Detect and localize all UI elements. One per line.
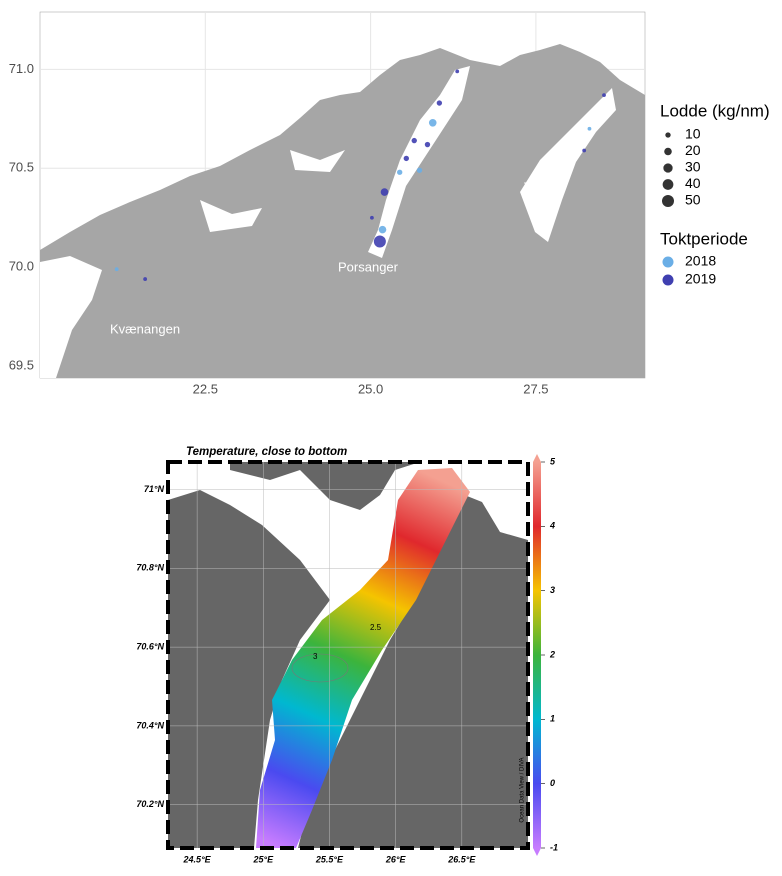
fjord [520, 88, 616, 242]
y-tick-label: 70.5 [9, 160, 34, 175]
y-tick-label: 69.5 [9, 358, 34, 373]
catch-point [397, 169, 403, 175]
legend-title: Toktperiode [660, 229, 748, 248]
catch-point [602, 93, 606, 97]
fjord [200, 200, 262, 232]
size-swatch [662, 195, 674, 207]
x-tick-label: 22.5 [193, 381, 218, 396]
place-label: Tana [524, 179, 553, 194]
size-swatch [664, 147, 672, 156]
catch-point [378, 225, 387, 234]
credit: Ocean Data View / DIVA [520, 757, 526, 822]
catch-point [428, 118, 437, 127]
x-tick-label: 25.5°E [315, 854, 344, 864]
size-swatch [663, 163, 673, 173]
map-title: Temperature, close to bottom [186, 446, 347, 458]
land [168, 490, 330, 848]
legend-label: 2019 [685, 271, 716, 287]
legend-label: 50 [685, 192, 701, 208]
catch-point [411, 137, 417, 144]
colorbar-label: 0 [550, 778, 555, 788]
land [298, 490, 528, 848]
y-tick-label: 70.0 [9, 259, 34, 274]
catch-point [403, 155, 409, 162]
temperature-field [256, 468, 470, 848]
catch-point [143, 277, 148, 281]
place-label: Kvænangen [110, 321, 180, 336]
x-tick-label: 25.0 [358, 381, 383, 396]
fjord [368, 66, 470, 258]
place-label: Porsanger [338, 259, 399, 274]
x-tick-label: 26.5°E [447, 854, 476, 864]
y-tick-label: 70.8°N [136, 563, 164, 573]
catch-point [436, 100, 443, 106]
colorbar-label: 3 [550, 585, 555, 595]
colorbar-label: 1 [550, 714, 555, 724]
catch-point [416, 167, 423, 173]
y-tick-label: 70.4°N [136, 720, 164, 730]
size-swatch [662, 179, 674, 190]
x-tick-label: 26°E [385, 854, 407, 864]
legend-label: 10 [685, 126, 701, 142]
frame [166, 460, 530, 850]
x-tick-label: 24.5°E [183, 854, 212, 864]
legend-label: 2018 [685, 253, 716, 269]
catch-point [455, 69, 460, 74]
catch-point [587, 126, 592, 131]
legend-label: 40 [685, 175, 701, 191]
y-tick-label: 70.6°N [136, 641, 164, 651]
x-tick-label: 25°E [252, 854, 274, 864]
colorbar-label: 5 [550, 456, 556, 466]
fjord [40, 256, 102, 378]
legend-swatch [662, 274, 674, 286]
catch-point [370, 215, 374, 220]
x-tick-label: 27.5 [523, 381, 548, 396]
catch-point [114, 267, 119, 272]
y-tick-label: 70.2°N [136, 799, 164, 809]
legend-title: Lodde (kg/nm) [660, 101, 770, 120]
catch-point [424, 141, 431, 148]
colorbar-label: 2 [549, 649, 555, 659]
colorbar-label: 4 [549, 521, 555, 531]
land [40, 44, 645, 378]
colorbar-arrow [533, 848, 541, 856]
catch-point [373, 235, 386, 248]
colorbar [533, 462, 541, 848]
y-tick-label: 71°N [144, 484, 165, 494]
colorbar-label: -1 [550, 842, 558, 852]
colorbar-arrow [533, 454, 541, 462]
catch-point [380, 188, 389, 196]
land [230, 462, 420, 510]
size-swatch [665, 132, 671, 138]
y-tick-label: 71.0 [9, 61, 34, 76]
contour-label: 3 [313, 652, 318, 661]
contour [291, 653, 349, 683]
legend-swatch [662, 256, 674, 268]
fjord [290, 150, 345, 172]
legend-label: 20 [685, 142, 701, 158]
legend-label: 30 [685, 159, 701, 175]
catch-point [582, 148, 587, 153]
contour-label: 2.5 [370, 623, 382, 632]
